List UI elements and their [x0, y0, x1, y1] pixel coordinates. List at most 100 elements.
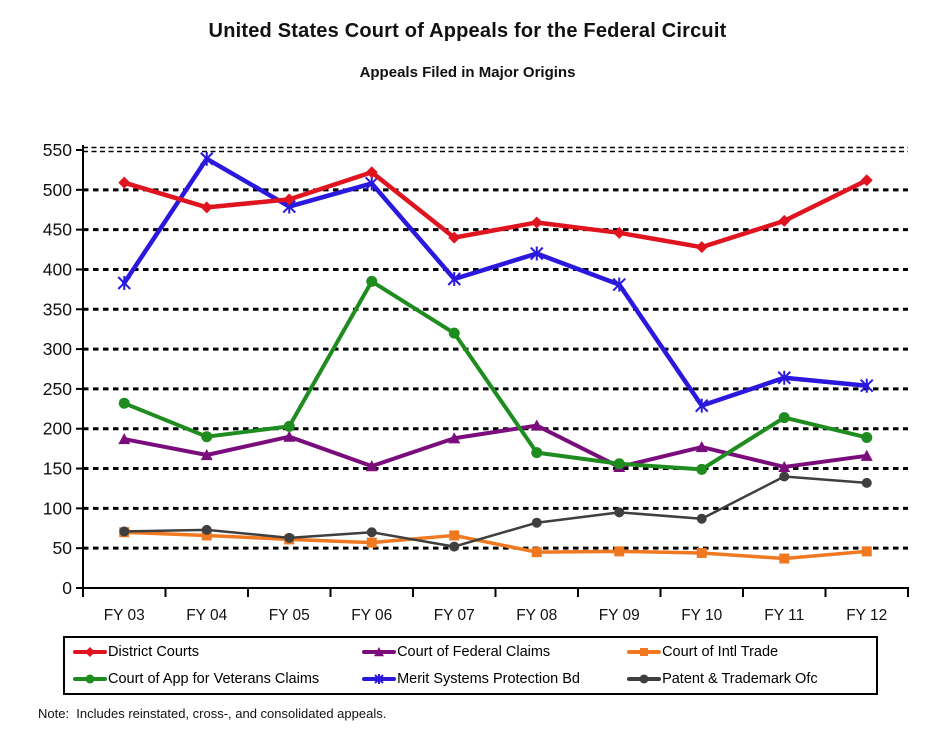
- legend-item-court-of-app-for-veterans-claims: Court of App for Veterans Claims: [73, 666, 362, 693]
- y-tick-label-50: 50: [53, 538, 73, 558]
- series-court-of-app-for-veterans-claims-marker: [531, 447, 543, 459]
- x-category-label-fy-03: FY 03: [104, 607, 145, 624]
- y-tick-label-350: 350: [43, 299, 72, 319]
- series-court-of-federal-claims-marker: [778, 460, 791, 473]
- series-merit-systems-protection-bd-marker: [117, 276, 131, 290]
- x-category-label-fy-11: FY 11: [764, 607, 804, 624]
- series-patent-trademark-ofc-marker: [284, 532, 295, 543]
- series-court-of-intl-trade-line: [122, 530, 869, 561]
- series-court-of-federal-claims-marker: [448, 432, 461, 444]
- y-tick-label-100: 100: [43, 498, 72, 518]
- legend-label-district-courts: District Courts: [108, 644, 200, 660]
- chart-subtitle: Appeals Filed in Major Origins: [359, 64, 576, 81]
- series-court-of-federal-claims-line: [122, 423, 869, 469]
- x-category-label-fy-12: FY 12: [846, 607, 887, 624]
- series-court-of-federal-claims-marker: [530, 419, 543, 431]
- series-court-of-federal-claims-marker: [860, 449, 873, 461]
- series-merit-systems-protection-bd-marker: [447, 272, 461, 286]
- series-court-of-app-for-veterans-claims-marker: [118, 397, 130, 409]
- y-tick-label-300: 300: [43, 339, 72, 359]
- x-category-label-fy-07: FY 07: [434, 607, 475, 624]
- series-merit-systems-protection-bd-marker: [612, 277, 626, 292]
- y-tick-label-450: 450: [43, 220, 72, 240]
- legend-marker-court-of-intl-trade-icon: [627, 648, 662, 656]
- series-merit-systems-protection-bd-line: [122, 156, 869, 408]
- x-category-label-fy-08: FY 08: [516, 607, 557, 624]
- y-tick-label-0: 0: [62, 578, 72, 598]
- series-patent-trademark-ofc-line: [123, 475, 868, 548]
- x-category-label-fy-06: FY 06: [351, 607, 392, 624]
- series-merit-systems-protection-bd-marker: [282, 199, 296, 214]
- series-district-courts-marker: [283, 193, 296, 206]
- series-court-of-intl-trade-marker: [696, 547, 707, 558]
- series-district-courts-marker: [200, 201, 213, 214]
- series-patent-trademark-ofc-marker: [779, 471, 790, 482]
- series-district-courts-marker: [695, 241, 708, 254]
- series-court-of-intl-trade-marker: [201, 530, 212, 541]
- series-merit-systems-protection-bd-marker: [695, 398, 709, 413]
- y-tick-label-200: 200: [43, 419, 72, 439]
- legend-item-merit-systems-protection-bd: Merit Systems Protection Bd: [362, 666, 627, 693]
- series-district-courts-marker: [860, 174, 873, 187]
- footnote: Note: Includes reinstated, cross-, and c…: [38, 706, 387, 721]
- legend-marker-district-courts-icon: [73, 647, 107, 657]
- series-court-of-federal-claims-marker: [283, 430, 296, 442]
- series-court-of-app-for-veterans-claims-marker: [861, 431, 873, 443]
- series-patent-trademark-ofc-marker: [449, 541, 460, 552]
- legend-marker-court-of-federal-claims-icon: [362, 647, 397, 657]
- legend-marker-court-of-app-for-veterans-claims-icon: [73, 674, 107, 684]
- series-merit-systems-protection-bd-marker: [200, 152, 214, 166]
- series-merit-systems-protection-bd-marker: [365, 176, 379, 191]
- legend-marker-patent-trademark-ofc-icon: [627, 674, 662, 684]
- legend-label-patent-trademark-ofc: Patent & Trademark Ofc: [662, 671, 818, 687]
- series-district-courts-marker: [448, 231, 461, 244]
- series-patent-trademark-ofc-marker: [366, 527, 377, 538]
- series-merit-systems-protection-bd-marker: [530, 246, 544, 261]
- series-district-courts-marker: [118, 176, 131, 189]
- x-category-label-fy-10: FY 10: [681, 607, 722, 624]
- series-court-of-app-for-veterans-claims-line: [122, 279, 869, 472]
- series-patent-trademark-ofc-marker: [531, 517, 542, 528]
- series-district-courts-line: [122, 170, 869, 250]
- legend-label-court-of-app-for-veterans-claims: Court of App for Veterans Claims: [108, 671, 320, 687]
- legend-label-merit-systems-protection-bd: Merit Systems Protection Bd: [397, 671, 580, 687]
- series-court-of-intl-trade-marker: [366, 537, 377, 548]
- series-court-of-app-for-veterans-claims-marker: [201, 431, 213, 443]
- series-court-of-federal-claims-marker: [118, 433, 131, 445]
- series-court-of-intl-trade-marker: [614, 546, 625, 557]
- series-patent-trademark-ofc-marker: [119, 526, 130, 537]
- legend-item-district-courts: District Courts: [73, 639, 362, 666]
- y-tick-label-550: 550: [43, 140, 72, 160]
- series-court-of-app-for-veterans-claims-marker: [448, 327, 460, 339]
- series-court-of-federal-claims-marker: [200, 449, 213, 461]
- chart-title: United States Court of Appeals for the F…: [208, 20, 727, 42]
- series-patent-trademark-ofc-marker: [861, 477, 872, 488]
- legend-item-patent-trademark-ofc: Patent & Trademark Ofc: [627, 666, 876, 693]
- series-court-of-intl-trade-marker: [861, 546, 872, 557]
- series-district-courts-marker: [365, 166, 378, 179]
- series-merit-systems-protection-bd-marker: [777, 371, 791, 385]
- legend-item-court-of-federal-claims: Court of Federal Claims: [362, 639, 627, 666]
- legend-label-court-of-federal-claims: Court of Federal Claims: [397, 644, 551, 660]
- y-tick-label-400: 400: [43, 259, 72, 279]
- x-category-label-fy-05: FY 05: [269, 607, 310, 624]
- series-court-of-intl-trade-marker: [779, 553, 790, 564]
- series-patent-trademark-ofc-marker: [614, 507, 625, 518]
- series-court-of-app-for-veterans-claims-marker: [696, 463, 708, 475]
- series-merit-systems-protection-bd-marker: [860, 379, 874, 393]
- x-category-label-fy-09: FY 09: [599, 607, 640, 624]
- series-court-of-intl-trade-marker: [531, 547, 542, 558]
- series-court-of-app-for-veterans-claims-marker: [366, 275, 378, 287]
- y-tick-label-150: 150: [43, 459, 72, 479]
- series-district-courts-marker: [530, 216, 543, 229]
- series-patent-trademark-ofc-marker: [696, 513, 707, 524]
- x-category-label-fy-04: FY 04: [186, 607, 227, 624]
- y-tick-label-250: 250: [43, 379, 72, 399]
- series-district-courts-marker: [778, 214, 791, 227]
- series-court-of-federal-claims-marker: [365, 460, 378, 472]
- series-court-of-intl-trade-marker: [449, 530, 460, 541]
- series-court-of-federal-claims-marker: [695, 441, 708, 453]
- legend-item-court-of-intl-trade: Court of Intl Trade: [627, 639, 876, 666]
